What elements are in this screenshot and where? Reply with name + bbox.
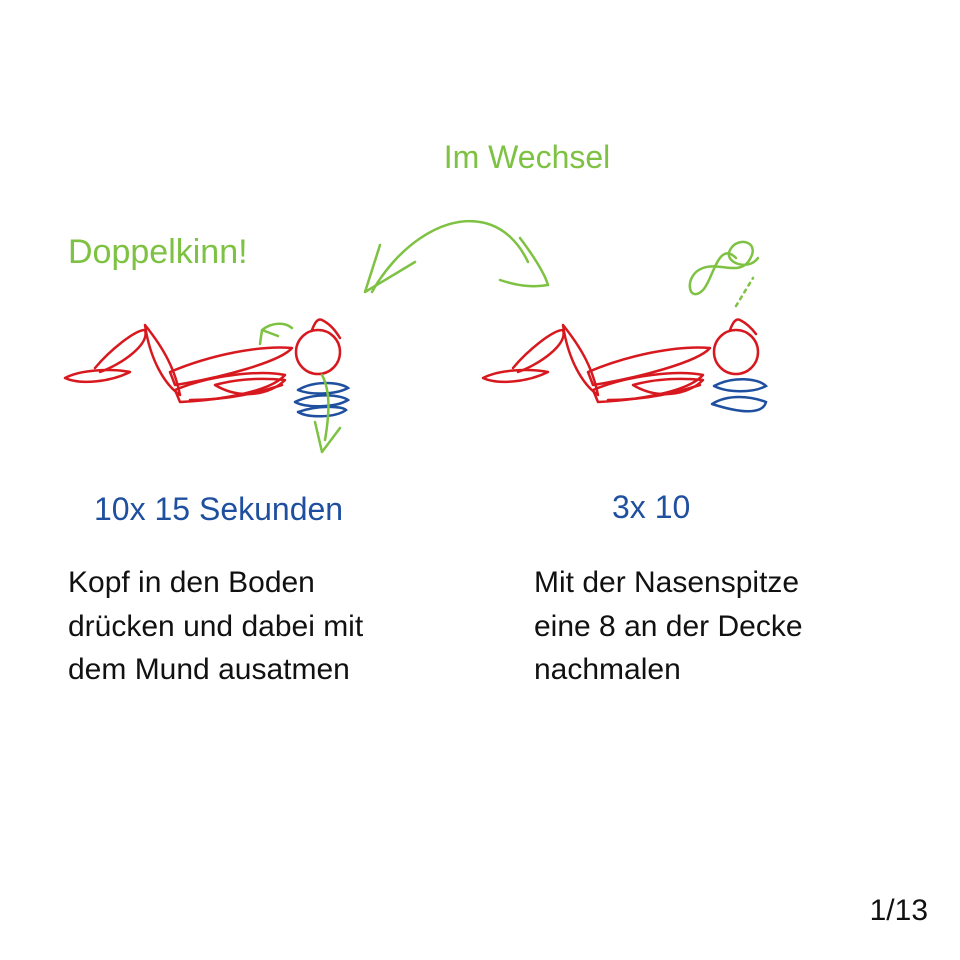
page-number: 1/13	[870, 894, 928, 927]
title: Im Wechsel	[444, 139, 611, 175]
figure-right	[481, 240, 769, 413]
instruction-line: dem Mund ausatmen	[68, 653, 350, 686]
dose: 10x 15 Sekunden	[94, 491, 343, 527]
instruction-line: eine 8 an der Decke	[534, 610, 803, 643]
instruction-line: drücken und dabei mit	[68, 610, 364, 643]
exercise-label: Doppelkinn!	[68, 233, 248, 271]
swap-arrow	[363, 219, 550, 294]
instruction-line: Mit der Nasenspitze	[534, 566, 799, 599]
figure-left	[63, 318, 351, 454]
instruction-line: Kopf in den Boden	[68, 566, 315, 599]
dose: 3x 10	[612, 489, 690, 525]
instruction-line: nachmalen	[534, 653, 681, 686]
